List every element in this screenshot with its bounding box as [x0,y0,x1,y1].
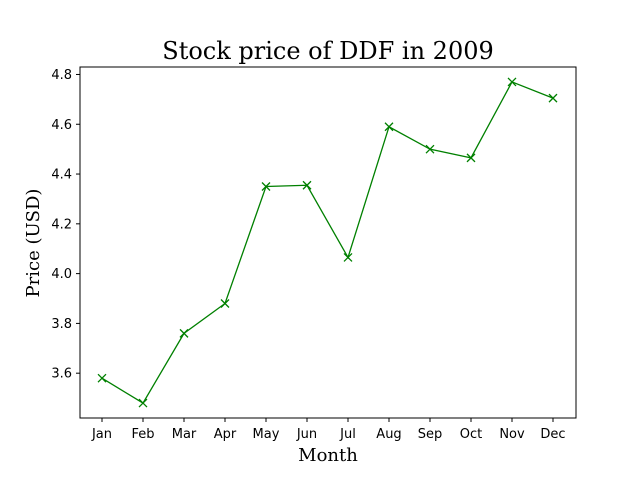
x-tick-label: Jan [91,427,112,442]
data-point-marker [179,328,189,338]
x-tick-label: Jun [296,427,317,442]
y-tick-label: 4.4 [51,168,72,183]
data-point-marker [384,122,394,132]
y-tick-label: 4.8 [51,68,72,83]
data-point-marker [97,373,107,383]
data-point-marker [138,398,148,408]
data-point-marker [343,252,353,262]
plot-frame [79,66,577,419]
series-line [101,81,554,404]
data-point-marker [507,77,517,87]
x-tick-label: May [253,427,280,442]
data-point-marker [261,182,271,191]
y-tick-label: 3.8 [51,317,72,332]
data-point-marker [302,180,312,190]
data-point-marker [466,153,476,163]
x-axis-title: Month [298,445,358,466]
x-tick-label: Sep [418,427,443,442]
x-tick-label: Jul [339,427,356,442]
data-point-marker [220,299,230,308]
plot-area: Jan Feb Mar Apr May Jun Jul Aug Sep Oct Nov Dec 3.6 3… [51,66,577,442]
x-tick-label: Feb [131,427,154,442]
x-tick-label: Aug [376,427,401,442]
y-tick-label: 3.6 [51,367,72,382]
x-tick-label: Nov [499,427,525,442]
chart-title: Stock price of DDF in 2009 [162,37,494,65]
y-tick-label: 4.2 [51,217,72,232]
data-point-marker [425,144,435,154]
y-tick-label: 4.0 [51,267,72,282]
x-tick-label: Dec [540,427,565,442]
x-tick-label: Apr [214,427,237,442]
x-tick-label: Oct [460,427,482,442]
y-axis-title: Price (USD) [23,189,44,298]
data-point-marker [548,93,558,103]
x-tick-label: Mar [172,427,197,442]
y-tick-label: 4.6 [51,118,72,133]
